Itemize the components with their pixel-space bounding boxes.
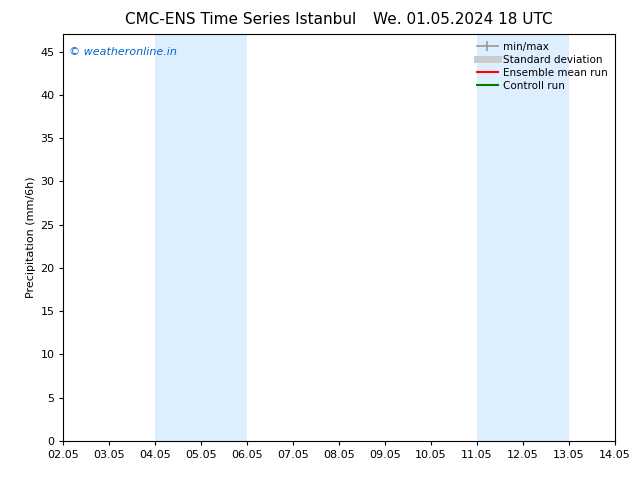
Text: We. 01.05.2024 18 UTC: We. 01.05.2024 18 UTC (373, 12, 553, 27)
Text: © weatheronline.in: © weatheronline.in (69, 47, 177, 56)
Legend: min/max, Standard deviation, Ensemble mean run, Controll run: min/max, Standard deviation, Ensemble me… (473, 37, 612, 95)
Bar (155, 34, 247, 441)
Text: CMC-ENS Time Series Istanbul: CMC-ENS Time Series Istanbul (126, 12, 356, 27)
Bar (477, 34, 569, 441)
Y-axis label: Precipitation (mm/6h): Precipitation (mm/6h) (26, 177, 36, 298)
